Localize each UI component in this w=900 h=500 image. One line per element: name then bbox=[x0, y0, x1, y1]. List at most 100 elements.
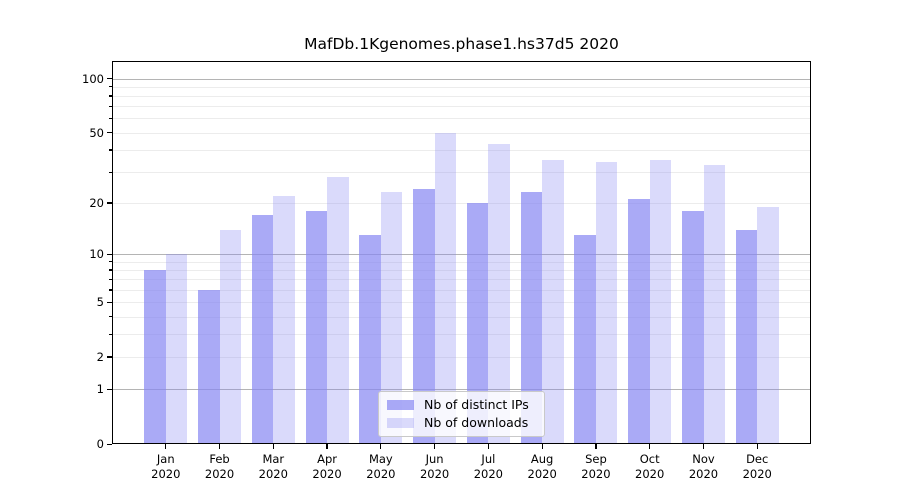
x-tick-label: Jul 2020 bbox=[460, 452, 516, 482]
y-tick-mark bbox=[107, 356, 112, 358]
legend-item-distinct-ips: Nb of distinct IPs bbox=[387, 398, 536, 412]
y-tick-mark bbox=[107, 443, 112, 445]
legend-swatch-distinct-ips-icon bbox=[387, 400, 414, 411]
y-tick-mark bbox=[107, 301, 112, 303]
bar-distinct-ips bbox=[413, 189, 435, 444]
x-tick-mark bbox=[702, 444, 705, 449]
y-tick-label: 100 bbox=[82, 71, 104, 86]
x-tick-label: Apr 2020 bbox=[299, 452, 355, 482]
x-tick-month: May bbox=[368, 452, 393, 466]
bar-downloads bbox=[703, 164, 725, 444]
y-tick-mark bbox=[107, 253, 112, 255]
bar-downloads bbox=[649, 160, 672, 444]
minor-gridline bbox=[112, 95, 811, 97]
x-tick-month: Dec bbox=[746, 452, 769, 466]
x-tick-label: Oct 2020 bbox=[622, 452, 678, 482]
bar-distinct-ips bbox=[466, 202, 489, 444]
x-tick-mark bbox=[541, 444, 543, 449]
x-tick-year: 2020 bbox=[581, 467, 611, 481]
x-tick-year: 2020 bbox=[204, 467, 235, 481]
minor-gridline bbox=[112, 316, 811, 318]
bar-downloads bbox=[757, 206, 779, 444]
minor-gridline bbox=[112, 261, 811, 263]
bar-downloads bbox=[273, 195, 295, 444]
minor-gridline bbox=[112, 356, 811, 358]
y-tick-label: 2 bbox=[96, 349, 104, 364]
minor-gridline bbox=[112, 149, 811, 151]
minor-gridline bbox=[112, 302, 811, 304]
x-tick-year: 2020 bbox=[419, 467, 450, 481]
x-tick-month: Oct bbox=[639, 452, 660, 466]
legend-item-downloads: Nb of downloads bbox=[387, 414, 536, 430]
bar-downloads bbox=[488, 144, 510, 444]
x-tick-mark bbox=[595, 444, 597, 449]
y-tick-label: 50 bbox=[89, 125, 104, 140]
minor-gridline bbox=[112, 172, 811, 174]
minor-gridline bbox=[112, 118, 811, 120]
y-minor-tick-mark bbox=[109, 278, 112, 280]
x-tick-label: May 2020 bbox=[353, 452, 409, 482]
bar-distinct-ips bbox=[735, 229, 758, 444]
y-minor-tick-mark bbox=[109, 105, 112, 108]
x-tick-label: Mar 2020 bbox=[245, 452, 301, 482]
bar-downloads bbox=[380, 192, 403, 444]
y-minor-tick-mark bbox=[109, 149, 112, 151]
y-minor-tick-mark bbox=[109, 86, 112, 88]
y-minor-tick-mark bbox=[109, 117, 112, 120]
bar-distinct-ips bbox=[520, 192, 543, 444]
chart-title: MafDb.1Kgenomes.phase1.hs37d5 2020 bbox=[304, 35, 619, 53]
bar-downloads bbox=[219, 229, 241, 444]
bar-downloads bbox=[434, 132, 457, 444]
bar-distinct-ips bbox=[251, 215, 274, 444]
x-tick-mark bbox=[326, 444, 328, 449]
bar-distinct-ips bbox=[198, 289, 220, 444]
x-tick-year: 2020 bbox=[473, 467, 504, 481]
major-gridline bbox=[112, 254, 811, 256]
minor-gridline bbox=[112, 202, 811, 204]
y-tick-label: 0 bbox=[96, 437, 104, 451]
x-tick-label: Aug 2020 bbox=[514, 452, 570, 482]
x-tick-label: Sep 2020 bbox=[568, 452, 624, 482]
minor-gridline bbox=[112, 132, 811, 134]
x-tick-year: 2020 bbox=[366, 467, 396, 481]
x-tick-month: Jun bbox=[425, 452, 444, 466]
x-tick-label: Jun 2020 bbox=[407, 452, 463, 482]
x-tick-month: Feb bbox=[209, 452, 230, 466]
x-tick-year: 2020 bbox=[258, 467, 288, 481]
y-minor-tick-mark bbox=[109, 289, 112, 291]
bar-downloads bbox=[542, 160, 564, 444]
legend-label-distinct-ips: Nb of distinct IPs bbox=[424, 397, 529, 413]
x-tick-year: 2020 bbox=[742, 467, 772, 481]
bar-distinct-ips bbox=[359, 235, 381, 444]
x-tick-mark bbox=[756, 444, 758, 449]
legend-swatch-downloads-icon bbox=[387, 417, 414, 428]
x-tick-mark bbox=[272, 444, 274, 449]
x-tick-year: 2020 bbox=[635, 467, 665, 481]
minor-gridline bbox=[112, 334, 811, 336]
x-tick-mark bbox=[218, 444, 221, 449]
x-tick-mark bbox=[165, 444, 167, 449]
x-tick-label: Nov 2020 bbox=[675, 452, 731, 482]
legend-label-downloads: Nb of downloads bbox=[424, 414, 529, 430]
legend: Nb of distinct IPs Nb of downloads bbox=[378, 391, 545, 437]
bar-distinct-ips bbox=[144, 270, 166, 444]
y-tick-mark bbox=[107, 202, 112, 204]
y-tick-mark bbox=[107, 132, 112, 134]
bar-distinct-ips bbox=[682, 210, 704, 444]
x-tick-month: Jul bbox=[481, 452, 496, 466]
y-minor-tick-mark bbox=[109, 316, 112, 318]
y-tick-mark bbox=[107, 388, 112, 390]
minor-gridline bbox=[112, 106, 811, 108]
y-tick-label: 10 bbox=[89, 247, 104, 262]
y-minor-tick-mark bbox=[109, 261, 112, 263]
bar-distinct-ips bbox=[574, 235, 596, 444]
y-tick-mark bbox=[107, 78, 112, 80]
x-tick-label: Jan 2020 bbox=[138, 452, 194, 482]
bar-distinct-ips bbox=[628, 199, 650, 444]
y-minor-tick-mark bbox=[109, 95, 112, 97]
bar-downloads bbox=[327, 177, 349, 444]
x-tick-month: Apr bbox=[317, 452, 338, 466]
y-tick-label: 1 bbox=[96, 382, 104, 397]
plot-area bbox=[112, 61, 811, 444]
